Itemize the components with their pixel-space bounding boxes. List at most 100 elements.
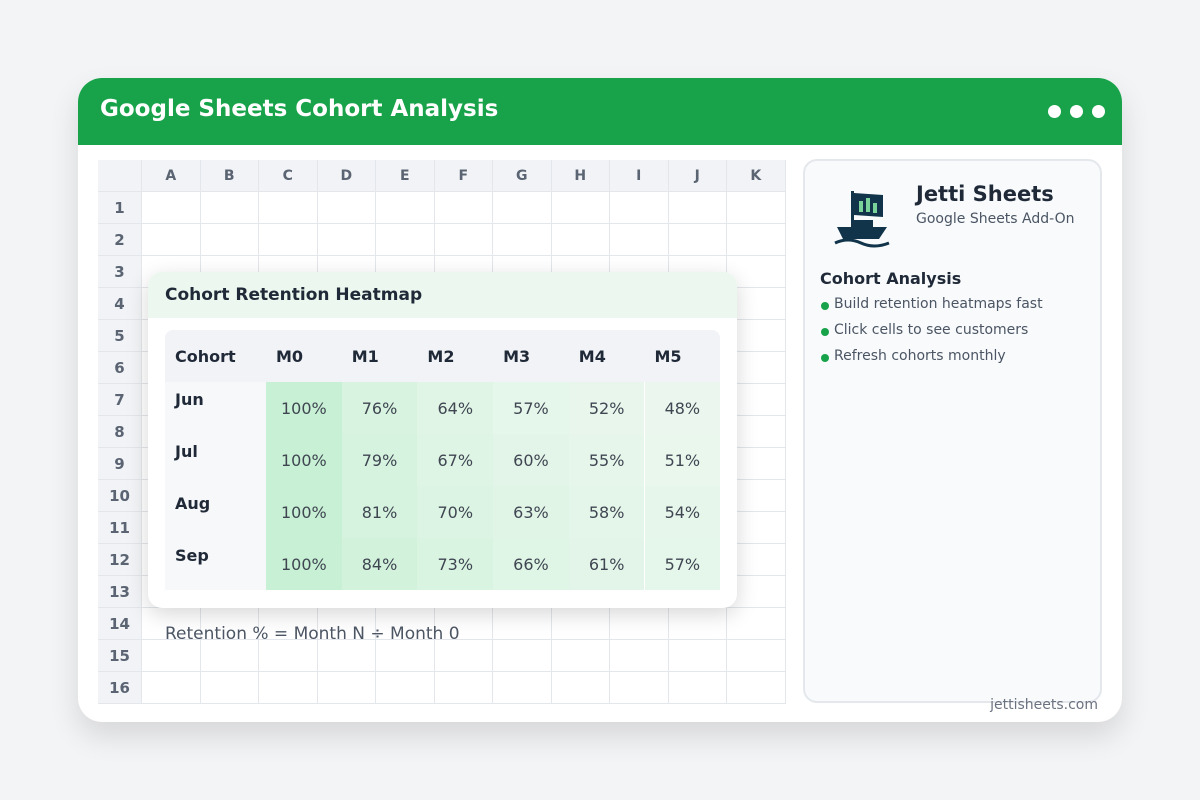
row-header: 2 (98, 224, 142, 256)
sheet-cell (668, 608, 727, 640)
sheet-cell (259, 640, 318, 672)
heatmap-cell: 84% (341, 538, 418, 590)
menu-dot[interactable] (1048, 105, 1061, 118)
column-header: F (434, 160, 493, 192)
column-label: M2 (427, 346, 455, 366)
column-header: I (610, 160, 669, 192)
bullet-text: Build retention heatmaps fast (834, 296, 1043, 312)
menu-dot[interactable] (1092, 105, 1105, 118)
sheet-cell (727, 640, 786, 672)
sheet-cell (551, 608, 610, 640)
cohort-label: Jul (175, 442, 198, 461)
row-header: 6 (98, 352, 142, 384)
sheet-cell (668, 672, 727, 704)
column-label: M4 (578, 346, 606, 366)
heatmap-cell: 52% (568, 382, 645, 434)
heatmap-cell: 100% (266, 434, 342, 486)
heatmap-card: Cohort Retention Heatmap Cohort M0 M1 M2 M3 M… (148, 272, 737, 608)
sheet-cell (376, 608, 435, 640)
sheet-cell (610, 192, 669, 224)
row-header: 14 (98, 608, 142, 640)
sheet-cell (727, 416, 786, 448)
sheet-cell (376, 192, 435, 224)
sheet-cell (727, 352, 786, 384)
logo (834, 191, 890, 248)
sheet-cell (259, 224, 318, 256)
sheet-cell (551, 640, 610, 672)
heatmap-cell: 48% (644, 382, 721, 434)
heatmap-cell: 60% (493, 434, 569, 486)
sheet-cell (376, 672, 435, 704)
brand-name: Jetti Sheets (916, 182, 1054, 206)
column-header: E (376, 160, 435, 192)
row-header: 13 (98, 576, 142, 608)
sheet-cell (727, 576, 786, 608)
row-header: 15 (98, 640, 142, 672)
sheet-cell (376, 640, 435, 672)
heatmap-cell: 67% (417, 434, 494, 486)
sheet-cell (727, 544, 786, 576)
sheet-cell (142, 672, 201, 704)
sheet-cell (551, 224, 610, 256)
column-header: J (668, 160, 727, 192)
heatmap-cell: 66% (493, 538, 569, 590)
row-header: 9 (98, 448, 142, 480)
sheet-cell (727, 288, 786, 320)
column-label: M3 (503, 346, 531, 366)
sheet-cell (200, 672, 259, 704)
row-header: 10 (98, 480, 142, 512)
title-bar: Google Sheets Cohort Analysis (78, 78, 1122, 145)
card-header (148, 272, 737, 318)
sheet-cell (727, 256, 786, 288)
heatmap-cell: 64% (417, 382, 494, 434)
sheet-cell (727, 480, 786, 512)
sheet-cell (317, 640, 376, 672)
table-header-bg (165, 330, 720, 382)
sheet-cell (142, 224, 201, 256)
column-header: H (551, 160, 610, 192)
sheet-cell (727, 448, 786, 480)
sheet-cell (493, 672, 552, 704)
cohort-column-bg (165, 382, 266, 590)
sheet-cell (727, 192, 786, 224)
sheet-cell (200, 640, 259, 672)
sheet-cell (668, 640, 727, 672)
heatmap-cell: 57% (493, 382, 569, 434)
sheet-cell (610, 672, 669, 704)
row-header: 1 (98, 192, 142, 224)
column-label: M5 (654, 346, 682, 366)
sheet-cell (434, 192, 493, 224)
sheet-cell (610, 608, 669, 640)
heatmap-cell: 81% (341, 486, 418, 538)
sheet-cell (434, 608, 493, 640)
sheet-cell (727, 224, 786, 256)
sheet-cell (668, 224, 727, 256)
heatmap-cell: 100% (266, 486, 342, 538)
heatmap-cell: 73% (417, 538, 494, 590)
heatmap-cell: 100% (266, 538, 342, 590)
menu-dot[interactable] (1070, 105, 1083, 118)
corner-cell (98, 160, 142, 192)
column-header: G (493, 160, 552, 192)
heatmap-cell: 100% (266, 382, 342, 434)
row-header: 11 (98, 512, 142, 544)
brand-tagline: Google Sheets Add-On (916, 211, 1075, 227)
sheet-cell (493, 224, 552, 256)
sheet-cell (610, 224, 669, 256)
sheet-cell (434, 672, 493, 704)
bullet-dot (821, 302, 829, 310)
sheet-cell (200, 192, 259, 224)
sheet-cell (434, 224, 493, 256)
footnote: Retention % = Month N ÷ Month 0 (165, 624, 460, 644)
column-header: K (727, 160, 786, 192)
sheet-cell (317, 192, 376, 224)
column-header: C (259, 160, 318, 192)
heatmap-cell: 70% (417, 486, 494, 538)
card-title: Cohort Retention Heatmap (165, 285, 423, 305)
sheet-cell (727, 672, 786, 704)
sheet-cell (200, 608, 259, 640)
heatmap-cell: 55% (568, 434, 645, 486)
sheet-cell (493, 608, 552, 640)
sheet-cell (142, 640, 201, 672)
